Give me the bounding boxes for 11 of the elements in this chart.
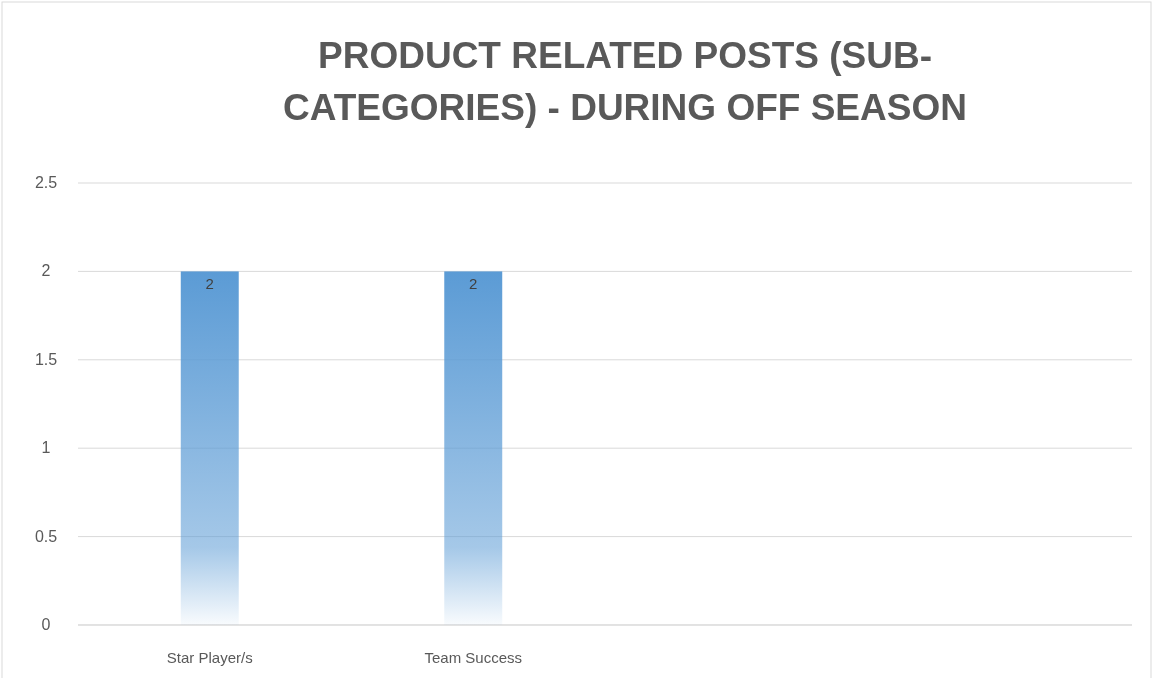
y-tick-label: 0 (41, 616, 51, 633)
y-tick-label: 0.5 (34, 527, 58, 545)
x-tick-label: Team Success (424, 649, 523, 666)
y-tick-label: 2.5 (34, 174, 58, 191)
y-tick-label: 1.5 (34, 350, 58, 368)
y-tick-label: 2 (41, 262, 51, 280)
data-label: 2 (469, 275, 478, 293)
x-tick-label: Star Player/s (166, 649, 253, 666)
y-tick-label: 1 (41, 439, 51, 457)
data-label: 2 (205, 275, 214, 293)
chart-title: PRODUCT RELATED POSTS (SUB-CATEGORIES) - DURING OFF SEASON (283, 35, 967, 128)
